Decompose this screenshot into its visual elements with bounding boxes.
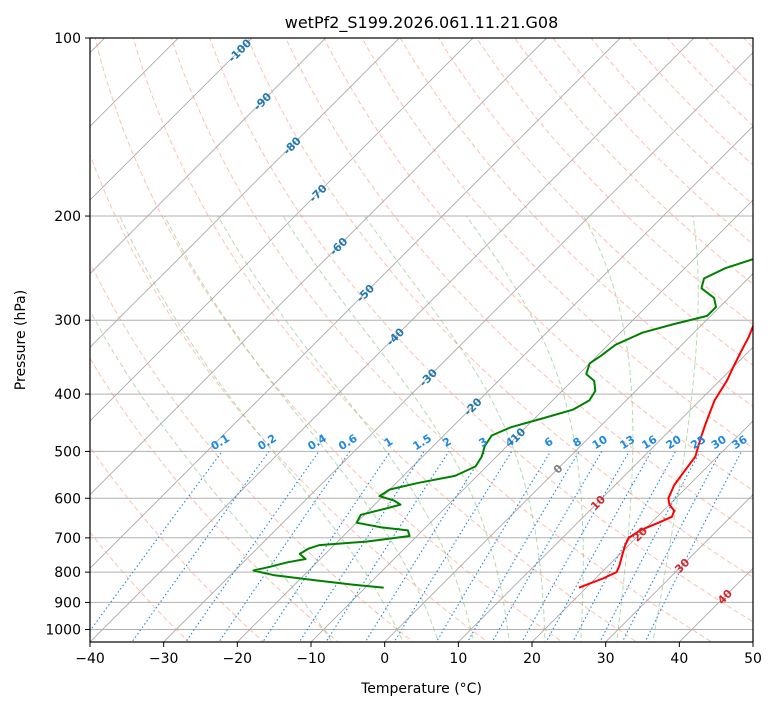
y-tick-label: 300	[54, 313, 81, 329]
x-tick-label: −20	[223, 651, 253, 667]
profile-lines	[252, 258, 753, 589]
x-tick-label: −40	[75, 651, 105, 667]
y-tick-label: 500	[54, 444, 81, 460]
mixing-ratio-line	[185, 451, 320, 642]
y-tick-label: 400	[54, 387, 81, 403]
dry-adiabat-line	[94, 38, 564, 642]
dry-adiabat-line	[514, 38, 753, 285]
isotherm-line	[90, 38, 400, 348]
dry-adiabat-line	[90, 357, 340, 642]
isotherm-line	[604, 493, 753, 642]
isotherm-line	[90, 38, 548, 496]
mixing-ratio-line	[262, 451, 391, 642]
mixing-ratio-line	[298, 451, 425, 642]
mixing-ratio-line	[435, 451, 552, 642]
mixing-ratio-line	[218, 451, 351, 642]
x-axis: −40 −30 −20 −10 0 10 20 30 40 50	[75, 642, 762, 667]
mixing-ratio-line	[491, 451, 603, 642]
isotherm-line	[310, 199, 753, 642]
mixing-ratio-line	[521, 451, 630, 642]
x-tick-label: 30	[597, 651, 615, 667]
dry-adiabat-line	[590, 38, 753, 206]
dry-adiabat-line	[323, 38, 753, 492]
y-tick-label: 100	[54, 31, 81, 47]
x-tick-label: 0	[380, 651, 389, 667]
dry-adiabat-line	[399, 38, 753, 408]
isotherm-line	[383, 272, 753, 642]
moist-adiabat-line	[217, 215, 475, 642]
moist-adiabat-line	[652, 215, 699, 642]
y-tick-label: 600	[54, 491, 81, 507]
moist-adiabat-line	[119, 215, 404, 642]
dry-adiabat-line	[170, 38, 713, 642]
background-lines	[90, 38, 753, 642]
chart-title: wetPf2_S199.2026.061.11.21.G08	[285, 13, 559, 33]
moist-adiabat-line	[364, 215, 546, 642]
isotherm-line	[457, 346, 753, 642]
x-tick-label: 20	[523, 651, 541, 667]
y-tick-label: 700	[54, 531, 81, 547]
dry-adiabat-line	[247, 38, 753, 578]
mixing-ratio-line	[644, 451, 742, 642]
isotherm-line	[90, 38, 327, 275]
y-axis-title: Pressure (hPa)	[13, 290, 29, 390]
dry-adiabat-line	[437, 38, 753, 366]
x-tick-label: −10	[296, 651, 326, 667]
plot-frame	[89, 37, 754, 643]
moist-adiabat-line	[282, 215, 510, 642]
mixing-ratio-line	[90, 451, 223, 632]
y-tick-label: 800	[54, 565, 81, 581]
dry-adiabat-line	[90, 153, 489, 642]
x-tick-label: 10	[449, 651, 467, 667]
mixing-ratio-line	[131, 451, 270, 642]
moist-adiabat-line	[465, 215, 584, 642]
dry-adiabat-line	[552, 38, 753, 245]
isotherm-line	[162, 51, 753, 642]
y-tick-label: 1000	[45, 622, 81, 638]
dry-adiabat-line	[208, 38, 753, 623]
x-tick-label: −30	[149, 651, 179, 667]
isotherm-line	[90, 38, 253, 201]
dry-adiabat-line	[132, 38, 638, 642]
moist-adiabat-line	[90, 309, 333, 642]
mixing-ratio-line	[466, 451, 580, 642]
y-tick-label: 900	[54, 595, 81, 611]
isotherm-line	[90, 38, 621, 569]
mixing-ratio-line	[545, 451, 652, 642]
dry-adiabat-line	[285, 38, 753, 535]
dewpoint-profile-line	[252, 258, 753, 589]
dry-adiabat-line	[90, 261, 414, 642]
y-tick-label: 200	[54, 209, 81, 225]
x-axis-title: Temperature (°C)	[360, 681, 482, 697]
mixing-ratio-line	[621, 451, 722, 642]
temperature-profile-line	[578, 323, 753, 589]
x-tick-label: 40	[670, 651, 688, 667]
mixing-ratio-line	[325, 451, 450, 642]
dry-adiabat-line	[476, 38, 753, 326]
x-tick-label: 50	[744, 651, 762, 667]
y-axis: 100 200 300 400 500 600 700 800 900 1000	[45, 31, 90, 638]
isotherm-line	[236, 125, 753, 642]
dry-adiabat-line	[361, 38, 753, 449]
isotherm-line	[90, 38, 474, 422]
isotherm-line	[90, 38, 695, 642]
